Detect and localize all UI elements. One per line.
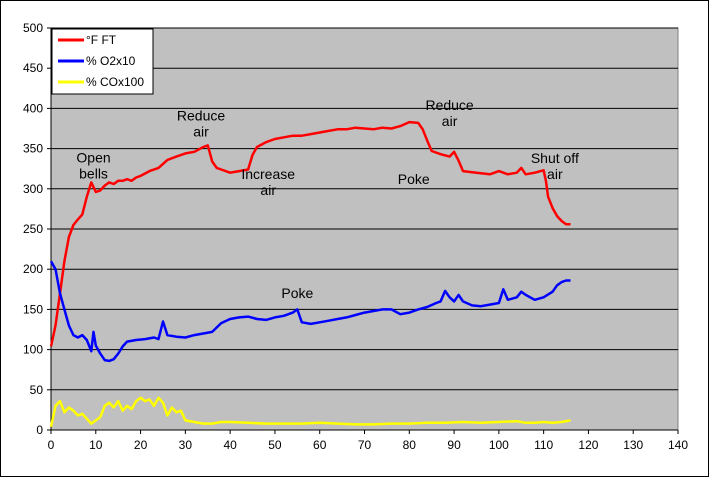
x-tick-label: 90 [447, 438, 461, 452]
x-tick-label: 70 [358, 438, 372, 452]
annotation-label: Shut off [531, 150, 579, 166]
y-tick-label: 300 [23, 182, 43, 196]
y-tick-label: 250 [23, 222, 43, 236]
annotation-label: air [260, 182, 276, 198]
x-tick-label: 60 [313, 438, 327, 452]
y-tick-label: 450 [23, 61, 43, 75]
y-tick-label: 100 [23, 343, 43, 357]
y-tick-label: 200 [23, 262, 43, 276]
x-tick-label: 10 [89, 438, 103, 452]
y-tick-label: 350 [23, 142, 43, 156]
legend-label: % O2x10 [86, 54, 136, 68]
legend-label: % COx100 [86, 75, 144, 89]
annotation-label: bells [79, 165, 108, 181]
x-tick-label: 130 [623, 438, 643, 452]
x-tick-label: 40 [223, 438, 237, 452]
y-tick-label: 400 [23, 101, 43, 115]
annotation-label: air [193, 123, 209, 139]
annotation-label: Increase [241, 166, 295, 182]
x-tick-label: 20 [134, 438, 148, 452]
legend-label: °F FT [86, 33, 117, 47]
annotation-label: air [547, 166, 563, 182]
annotation-label: Open [76, 149, 110, 165]
x-tick-label: 100 [489, 438, 509, 452]
x-tick-label: 0 [48, 438, 55, 452]
series-line-3 [49, 396, 571, 428]
y-tick-label: 500 [23, 21, 43, 35]
annotation-label: Poke [281, 285, 313, 301]
annotation-label: air [442, 113, 458, 129]
y-tick-label: 150 [23, 302, 43, 316]
x-tick-label: 110 [534, 438, 553, 452]
y-tick-label: 0 [36, 423, 43, 437]
x-tick-label: 140 [668, 438, 688, 452]
series-line-1 [49, 120, 571, 347]
y-tick-label: 50 [30, 383, 44, 397]
x-tick-label: 30 [179, 438, 193, 452]
annotation-label: Poke [398, 171, 430, 187]
x-tick-label: 80 [403, 438, 417, 452]
annotation-label: Reduce [425, 97, 473, 113]
x-tick-label: 50 [268, 438, 282, 452]
x-tick-label: 120 [578, 438, 598, 452]
series-line-2 [49, 260, 571, 363]
annotation-label: Reduce [177, 107, 225, 123]
